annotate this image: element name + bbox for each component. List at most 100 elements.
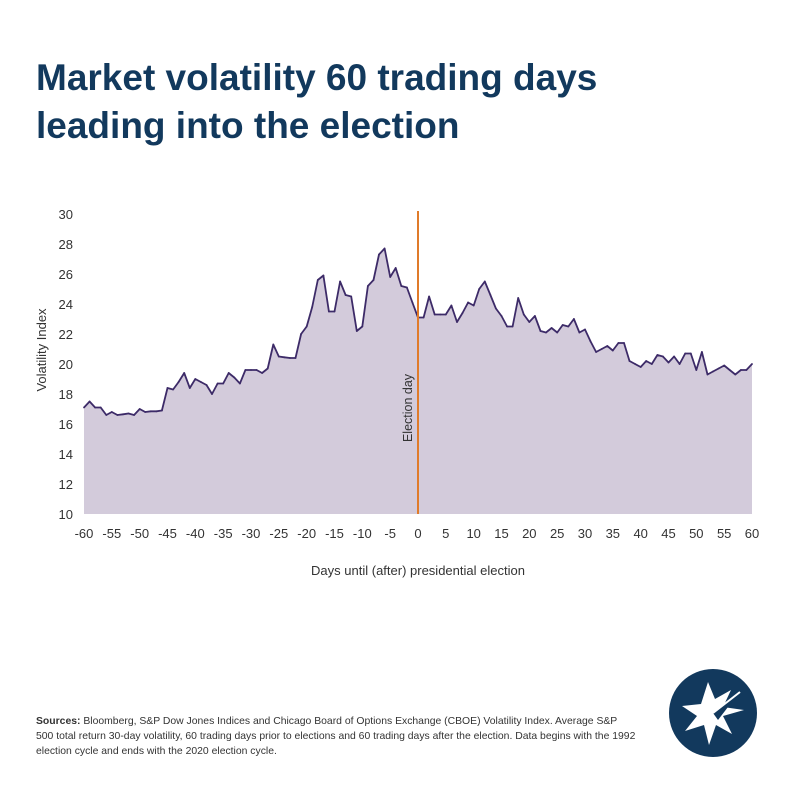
data-point bbox=[528, 321, 531, 323]
data-point bbox=[483, 280, 486, 283]
data-point bbox=[250, 369, 252, 371]
x-tick-label: -50 bbox=[130, 526, 149, 541]
data-point bbox=[205, 384, 208, 386]
data-point bbox=[534, 315, 536, 317]
data-point bbox=[383, 247, 386, 250]
data-point bbox=[500, 315, 503, 317]
data-point bbox=[522, 313, 525, 316]
x-tick-label: 60 bbox=[745, 526, 759, 541]
data-point bbox=[88, 400, 91, 403]
data-point bbox=[372, 279, 375, 281]
data-point bbox=[367, 285, 369, 287]
data-point bbox=[83, 406, 85, 409]
y-tick-label: 22 bbox=[59, 327, 73, 342]
data-point bbox=[333, 310, 336, 313]
y-tick-label: 16 bbox=[59, 417, 73, 432]
x-tick-label: -15 bbox=[325, 526, 344, 541]
data-point bbox=[623, 342, 625, 344]
x-tick-label: 15 bbox=[494, 526, 508, 541]
data-point bbox=[155, 410, 158, 413]
x-tick-label: 55 bbox=[717, 526, 731, 541]
data-point bbox=[322, 274, 325, 277]
data-point bbox=[444, 313, 447, 316]
data-point bbox=[678, 363, 681, 365]
data-point bbox=[567, 325, 570, 328]
x-tick-label: 35 bbox=[606, 526, 620, 541]
data-point bbox=[717, 367, 720, 370]
data-point bbox=[689, 352, 692, 355]
data-point bbox=[673, 355, 675, 358]
y-tick-label: 28 bbox=[59, 237, 73, 252]
data-point bbox=[305, 325, 308, 328]
data-point bbox=[740, 369, 742, 371]
data-point bbox=[578, 331, 581, 334]
data-point bbox=[478, 288, 481, 290]
x-tick-label: 50 bbox=[689, 526, 703, 541]
data-point bbox=[266, 367, 269, 370]
chart-title-line-2: leading into the election bbox=[36, 105, 460, 146]
y-tick-label: 12 bbox=[59, 477, 73, 492]
data-point bbox=[99, 406, 102, 409]
data-point bbox=[506, 325, 508, 328]
data-point bbox=[216, 382, 219, 385]
data-point bbox=[645, 360, 648, 362]
data-point bbox=[105, 414, 108, 416]
data-point bbox=[422, 316, 425, 319]
data-point bbox=[701, 351, 703, 353]
data-point bbox=[316, 279, 319, 281]
data-point bbox=[344, 294, 347, 296]
data-point bbox=[606, 345, 609, 347]
y-tick-label: 30 bbox=[59, 207, 73, 222]
data-point bbox=[428, 295, 430, 298]
data-point bbox=[467, 301, 469, 304]
data-point bbox=[222, 382, 225, 385]
data-point bbox=[745, 369, 748, 371]
data-point bbox=[355, 330, 358, 332]
compass-star-icon bbox=[669, 669, 757, 757]
data-point bbox=[617, 342, 620, 344]
chart-title: Market volatility 60 trading days leadin… bbox=[36, 54, 756, 150]
data-point bbox=[662, 355, 664, 358]
data-point bbox=[138, 408, 141, 410]
y-tick-label: 14 bbox=[59, 447, 73, 462]
data-point bbox=[289, 357, 291, 359]
data-point bbox=[634, 363, 636, 365]
data-point bbox=[517, 297, 520, 299]
x-tick-label: 20 bbox=[522, 526, 536, 541]
x-tick-label: -30 bbox=[242, 526, 261, 541]
data-point bbox=[261, 372, 263, 374]
data-point bbox=[144, 411, 147, 413]
y-tick-label: 20 bbox=[59, 357, 73, 372]
data-point bbox=[294, 357, 297, 359]
data-point bbox=[394, 267, 397, 269]
data-point bbox=[311, 306, 314, 308]
x-tick-label: -55 bbox=[102, 526, 121, 541]
data-point bbox=[411, 301, 414, 304]
x-tick-label: -40 bbox=[186, 526, 205, 541]
x-tick-label: -20 bbox=[297, 526, 316, 541]
data-point bbox=[734, 373, 737, 376]
sources-label: Sources: bbox=[36, 716, 81, 727]
data-point bbox=[433, 313, 436, 316]
data-point bbox=[149, 410, 152, 413]
y-tick-label: 18 bbox=[59, 387, 73, 402]
y-axis-label: Volatility Index bbox=[34, 308, 49, 392]
data-point bbox=[728, 369, 731, 371]
data-point bbox=[545, 331, 547, 334]
data-point bbox=[110, 411, 113, 413]
data-point bbox=[194, 378, 197, 380]
x-tick-label: -35 bbox=[214, 526, 233, 541]
x-tick-label: -5 bbox=[384, 526, 396, 541]
data-point bbox=[495, 307, 497, 310]
data-point bbox=[283, 356, 286, 359]
data-point bbox=[188, 387, 191, 389]
data-point bbox=[695, 369, 698, 371]
x-tick-label: -10 bbox=[353, 526, 372, 541]
data-point bbox=[172, 388, 175, 391]
data-point bbox=[389, 276, 392, 278]
x-tick-label: -60 bbox=[75, 526, 94, 541]
data-point bbox=[277, 355, 280, 358]
x-tick-label: 5 bbox=[442, 526, 449, 541]
data-point bbox=[133, 414, 136, 416]
chart-title-line-1: Market volatility 60 trading days bbox=[36, 57, 598, 98]
